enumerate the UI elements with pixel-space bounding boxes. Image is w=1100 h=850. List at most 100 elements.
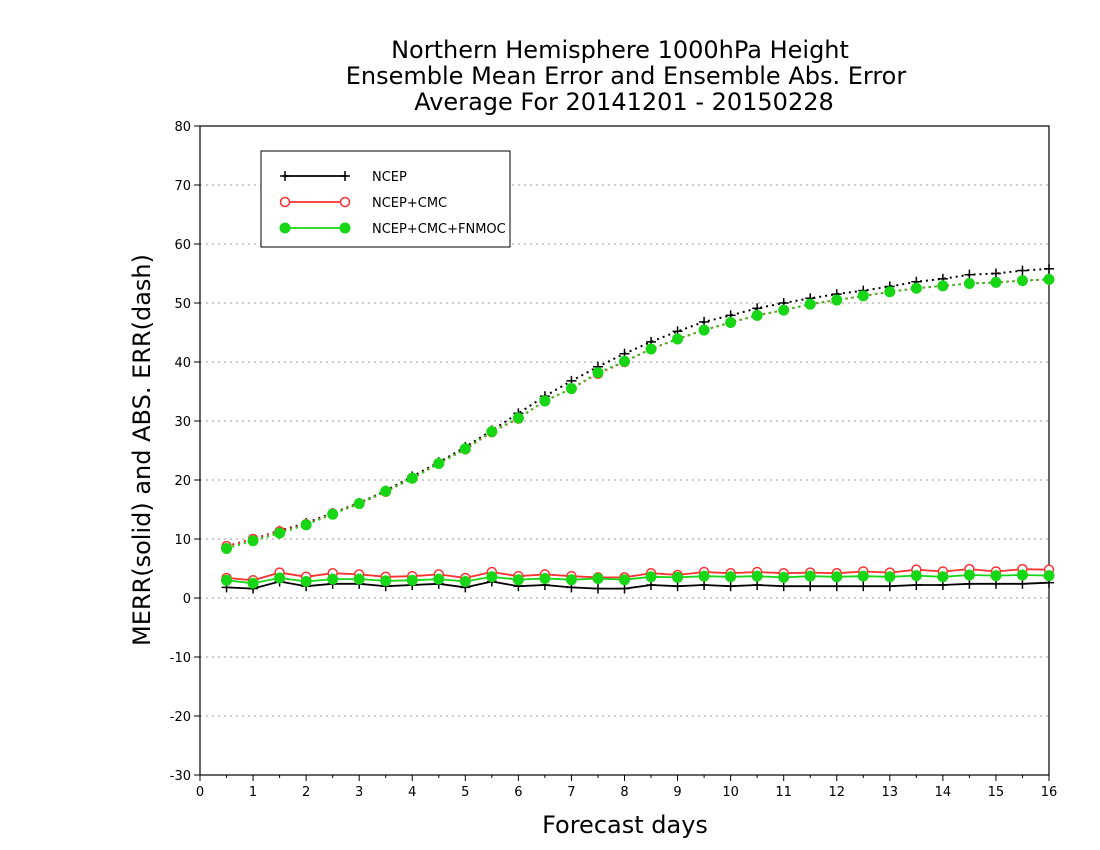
point-ncep-cmc-fnmoc-merr xyxy=(778,571,790,583)
plot-frame xyxy=(199,125,1050,776)
point-ncep-cmc-fnmoc-merr xyxy=(327,573,339,585)
y-tick-label: 20 xyxy=(174,474,191,489)
point-ncep-merr xyxy=(752,580,763,591)
point-ncep-cmc-fnmoc-abs-err xyxy=(884,286,896,298)
legend-marker xyxy=(339,196,351,208)
y-axis-label: MERR(solid) and ABS. ERR(dash) xyxy=(128,254,156,646)
series-ncep-cmc-fnmoc-merr-line xyxy=(226,574,1050,585)
x-tick-label: 4 xyxy=(408,785,416,800)
point-ncep-cmc-fnmoc-abs-err xyxy=(247,535,259,547)
point-ncep-cmc-fnmoc-merr xyxy=(406,574,418,586)
point-ncep-cmc-fnmoc-abs-err xyxy=(592,367,604,379)
point-ncep-cmc-fnmoc-merr xyxy=(751,570,763,582)
point-ncep-cmc-fnmoc-abs-err xyxy=(300,519,312,531)
point-ncep-merr xyxy=(858,581,869,592)
point-ncep-abs-err xyxy=(990,268,1001,279)
point-ncep-cmc-fnmoc-merr xyxy=(672,571,684,583)
point-ncep-merr xyxy=(672,581,683,592)
point-ncep-cmc-fnmoc-abs-err xyxy=(645,343,657,355)
point-ncep-cmc-fnmoc-merr xyxy=(247,577,259,589)
y-tick-label: 30 xyxy=(174,415,191,430)
point-ncep-cmc-fnmoc-abs-err xyxy=(274,527,286,539)
point-ncep-cmc-fnmoc-abs-err xyxy=(910,282,922,294)
title-line-3: Average For 20141201 - 20150228 xyxy=(414,88,834,116)
point-ncep-cmc-fnmoc-abs-err xyxy=(619,355,630,367)
point-ncep-merr xyxy=(619,583,630,594)
legend-item-ncep-cmc: NCEP+CMC xyxy=(279,196,447,211)
point-ncep-cmc-fnmoc-abs-err xyxy=(778,304,790,316)
title-line-2: Ensemble Mean Error and Ensemble Abs. Er… xyxy=(346,62,907,90)
y-tick-label: 60 xyxy=(174,238,191,253)
legend-marker xyxy=(279,222,291,234)
y-tick-label: 70 xyxy=(174,179,191,194)
point-ncep-cmc-fnmoc-merr xyxy=(937,571,949,583)
x-tick-label: 7 xyxy=(567,785,575,800)
point-ncep-cmc-fnmoc-abs-err xyxy=(433,457,445,469)
point-ncep-cmc-fnmoc-abs-err xyxy=(512,412,524,424)
legend-marker xyxy=(279,196,291,208)
legend-box xyxy=(260,150,511,248)
x-tick-label: 2 xyxy=(302,785,310,800)
x-tick-label: 0 xyxy=(196,785,204,800)
point-ncep-cmc-fnmoc-abs-err xyxy=(221,542,233,554)
point-ncep-cmc-fnmoc-abs-err xyxy=(672,333,684,345)
point-ncep-cmc-fnmoc-abs-err xyxy=(831,294,843,306)
series-ncep-cmc-fnmoc xyxy=(221,273,1055,589)
x-tick-label: 9 xyxy=(673,785,681,800)
point-ncep-cmc-fnmoc-merr xyxy=(619,574,630,586)
point-ncep-cmc-fnmoc-abs-err xyxy=(725,316,737,328)
point-ncep-merr xyxy=(884,581,895,592)
x-tick-label: 11 xyxy=(775,785,792,800)
gridlines xyxy=(200,184,1049,717)
series-ncep xyxy=(221,263,1054,594)
x-tick-label: 8 xyxy=(620,785,628,800)
y-tick-label: -30 xyxy=(170,769,191,784)
point-ncep-cmc-fnmoc-merr xyxy=(910,570,922,582)
point-ncep-merr xyxy=(699,580,710,591)
point-ncep-merr xyxy=(964,578,975,589)
point-ncep-cmc-fnmoc-merr xyxy=(565,574,577,586)
point-ncep-cmc-fnmoc-merr xyxy=(592,573,604,585)
title-line-1: Northern Hemisphere 1000hPa Height xyxy=(391,36,849,64)
point-ncep-cmc-fnmoc-abs-err xyxy=(1016,275,1028,287)
y-tick-label: 40 xyxy=(174,356,191,371)
y-tick-label: 50 xyxy=(174,297,191,312)
point-ncep-cmc-fnmoc-merr xyxy=(698,570,710,582)
point-ncep-cmc-fnmoc-abs-err xyxy=(406,472,418,484)
series-ncep-merr-line xyxy=(226,580,1050,590)
point-ncep-merr xyxy=(725,581,736,592)
point-ncep-cmc-fnmoc-abs-err xyxy=(857,290,869,302)
point-ncep-cmc-fnmoc-merr xyxy=(539,573,551,585)
legend-label: NCEP+CMC+FNMOC xyxy=(372,222,506,237)
x-axis-label: Forecast days xyxy=(542,811,708,839)
x-tick-label: 15 xyxy=(988,785,1005,800)
point-ncep-cmc-fnmoc-abs-err xyxy=(565,383,577,395)
point-ncep-abs-err xyxy=(1044,263,1054,274)
point-ncep-cmc-fnmoc-merr xyxy=(1016,569,1028,581)
point-ncep-cmc-fnmoc-merr xyxy=(274,572,286,584)
x-tick-label: 14 xyxy=(935,785,952,800)
point-ncep-cmc-fnmoc-abs-err xyxy=(698,324,710,336)
point-ncep-cmc-fnmoc-merr xyxy=(725,571,737,583)
point-ncep-cmc-fnmoc-merr xyxy=(300,575,312,587)
x-tick-label: 16 xyxy=(1041,785,1058,800)
point-ncep-cmc-fnmoc-merr xyxy=(857,570,869,582)
x-tick-label: 3 xyxy=(355,785,363,800)
series-ncep-cmc xyxy=(221,274,1055,586)
point-ncep-abs-err xyxy=(1017,265,1028,276)
legend-marker xyxy=(339,222,351,234)
legend-marker xyxy=(340,171,350,181)
point-ncep-cmc-fnmoc-merr xyxy=(433,573,445,585)
point-ncep-cmc-fnmoc-merr xyxy=(963,569,975,581)
x-tick-label: 1 xyxy=(249,785,257,800)
point-ncep-abs-err xyxy=(964,269,975,280)
y-tick-label: -10 xyxy=(170,651,191,666)
legend-item-ncep-cmc-fnmoc: NCEP+CMC+FNMOC xyxy=(279,222,506,237)
legend-label: NCEP+CMC xyxy=(372,196,447,211)
legend: NCEP NCEP+CMC NCEP+CMC+FNMOC xyxy=(260,150,511,248)
point-ncep-cmc-fnmoc-abs-err xyxy=(539,395,551,407)
point-ncep-cmc-fnmoc-merr xyxy=(512,574,524,586)
x-tick-label: 5 xyxy=(461,785,469,800)
series-layer xyxy=(221,263,1055,594)
